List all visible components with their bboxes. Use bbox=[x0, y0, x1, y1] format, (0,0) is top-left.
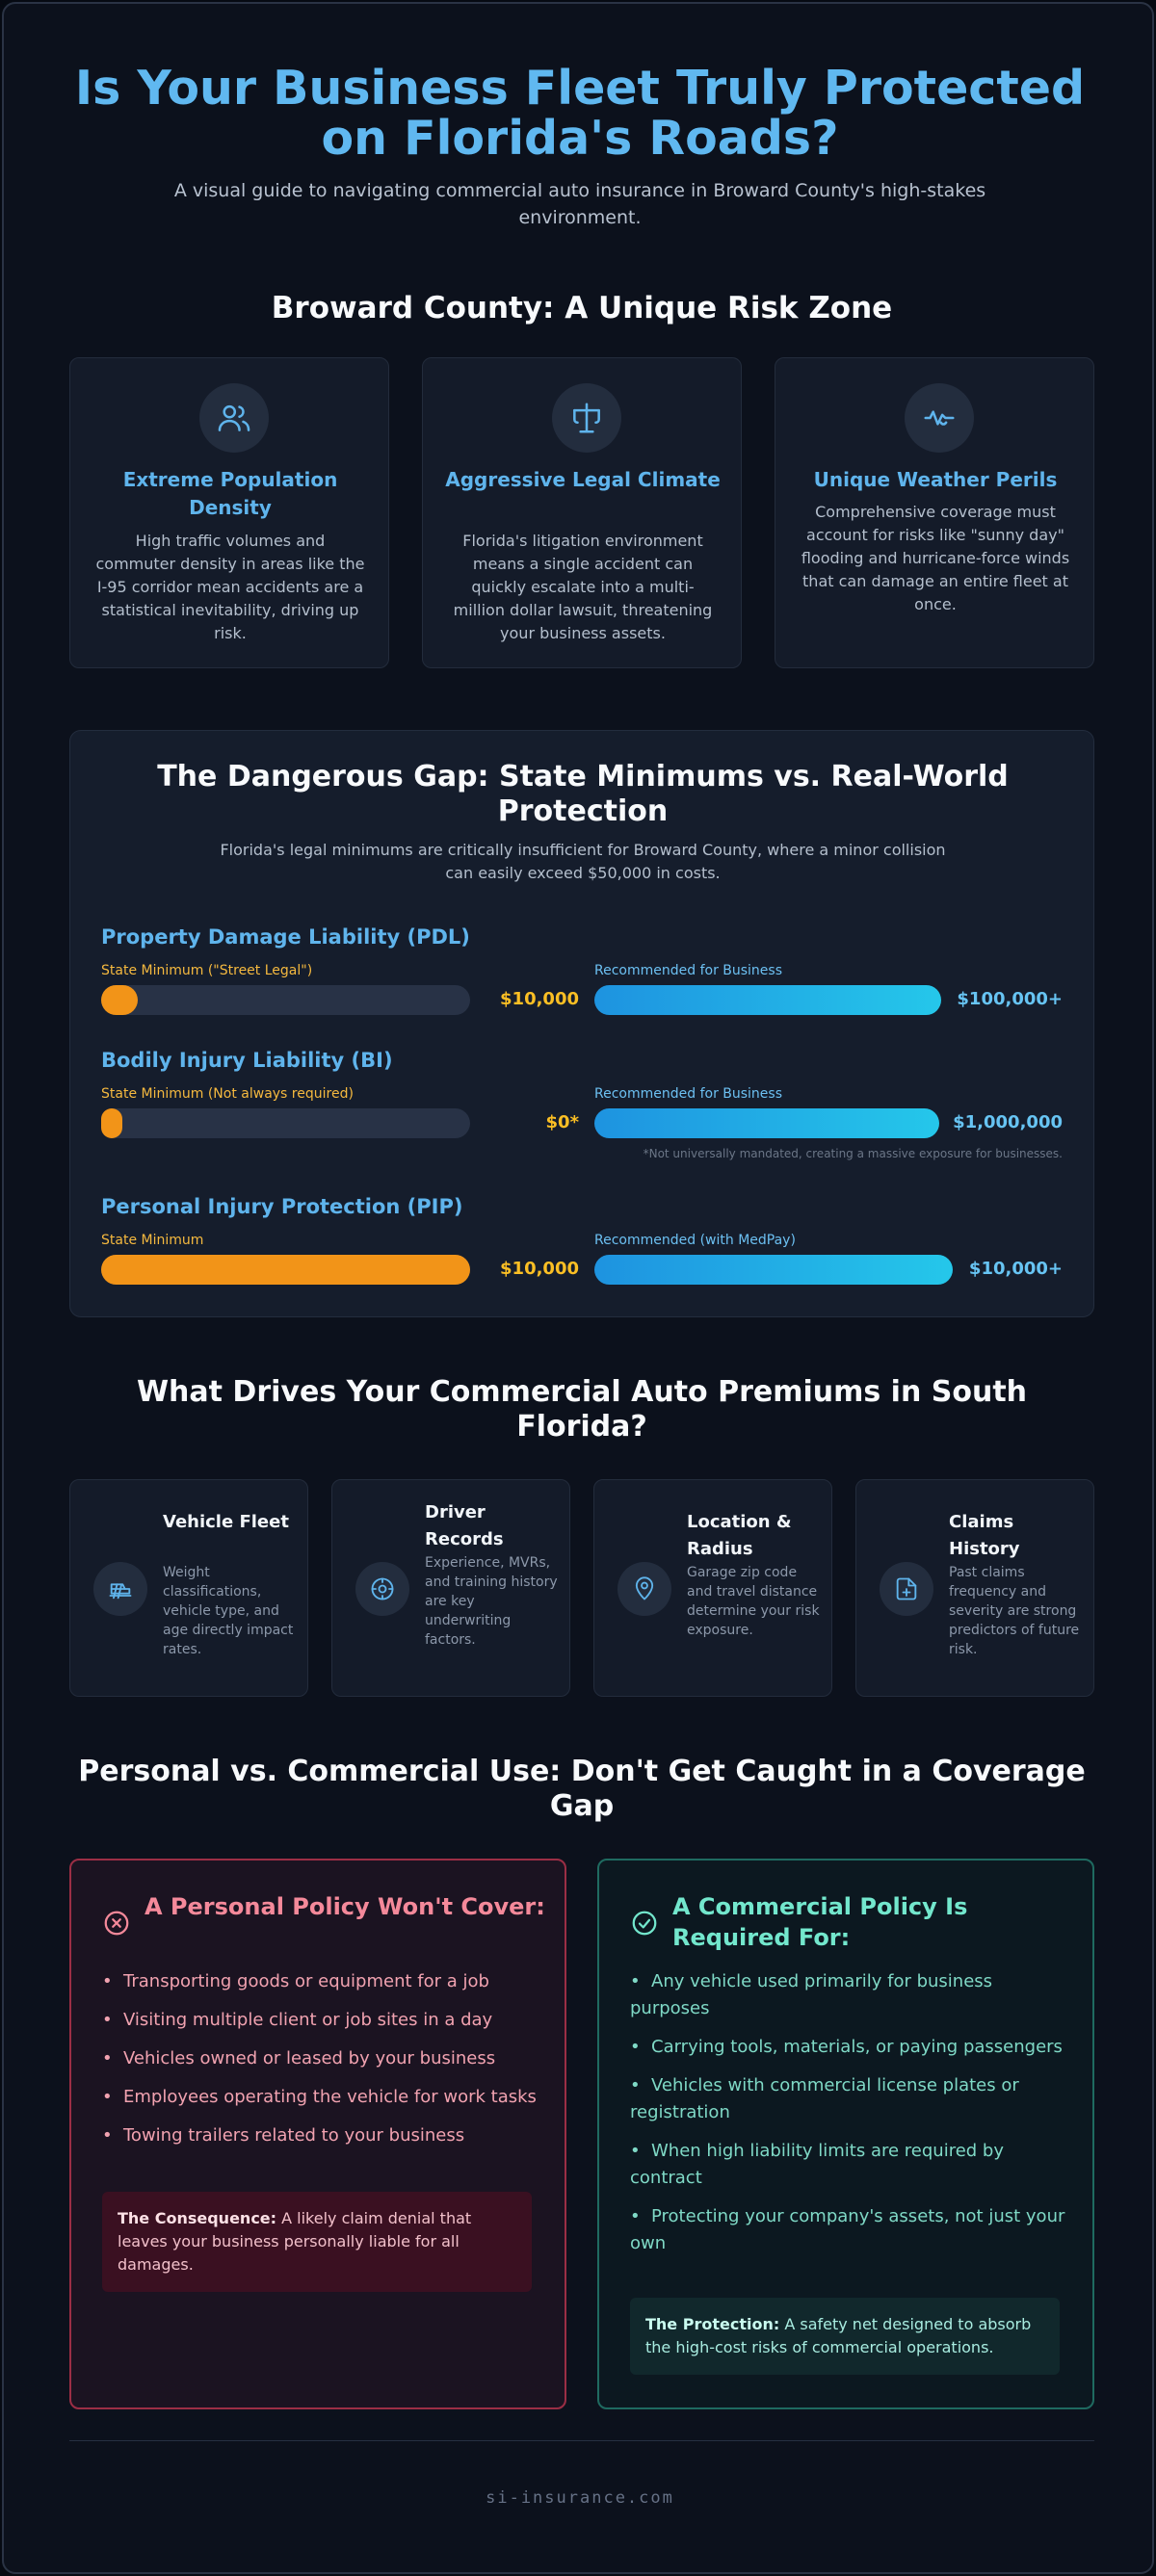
driver-card-title: Claims History bbox=[949, 1512, 1020, 1559]
list-item: • When high liability limits are required… bbox=[630, 2141, 1005, 2188]
gap-subtitle: Florida's legal minimums are critically … bbox=[220, 841, 946, 882]
drivers-heading: What Drives Your Commercial Auto Premium… bbox=[136, 1375, 1028, 1444]
protection-callout: The Protection: A safety net designed to… bbox=[630, 2298, 1060, 2375]
list-item: • Vehicles owned or leased by your busine… bbox=[102, 2048, 496, 2069]
gavel-icon bbox=[552, 383, 621, 453]
risk-card-legal: Aggressive Legal Climate Florida's litig… bbox=[422, 357, 742, 668]
driver-card-claims: Claims History Past claims frequency and… bbox=[855, 1479, 1094, 1697]
minimum-label: State Minimum ("Street Legal") bbox=[101, 963, 313, 978]
check-circle-icon bbox=[630, 1909, 659, 1938]
recommended-bar bbox=[594, 985, 941, 1015]
x-circle-icon bbox=[102, 1909, 131, 1938]
driver-card-location: Location & Radius Garage zip code and tr… bbox=[593, 1479, 832, 1697]
driver-card-text: Weight classifications, vehicle type, an… bbox=[163, 1565, 294, 1657]
recommended-value: $1,000,000 bbox=[953, 1112, 1063, 1132]
risk-zone-heading: Broward County: A Unique Risk Zone bbox=[271, 291, 893, 325]
risk-card-text: Comprehensive coverage must account for … bbox=[801, 503, 1070, 613]
driver-card-text: Past claims frequency and severity are s… bbox=[949, 1565, 1080, 1657]
page-title: Is Your Business Fleet Truly Protected o… bbox=[74, 61, 1086, 166]
driver-card-vehicle: Vehicle Fleet Weight classifications, ve… bbox=[69, 1479, 308, 1697]
page-subtitle: A visual guide to navigating commercial … bbox=[173, 180, 986, 228]
commercial-policy-title: A Commercial Policy Is Required For: bbox=[672, 1893, 968, 1951]
risk-card-title: Aggressive Legal Climate bbox=[445, 468, 721, 491]
callout-label: The Protection: bbox=[645, 2315, 780, 2333]
minimum-bar-track bbox=[101, 1255, 470, 1285]
risk-card-text: Florida's litigation environment means a… bbox=[453, 532, 713, 642]
risk-card-population: Extreme Population Density High traffic … bbox=[69, 357, 389, 668]
recommended-label: Recommended for Business bbox=[594, 963, 783, 978]
callout-text: A safety net designed to absorb the high… bbox=[645, 2315, 1032, 2356]
footer-url[interactable]: si-insurance.com bbox=[486, 2488, 674, 2508]
minimum-value: $10,000 bbox=[500, 989, 579, 1009]
commercial-policy-list: • Any vehicle used primarily for business… bbox=[630, 1968, 1073, 2269]
list-item: • Any vehicle used primarily for business… bbox=[630, 1971, 993, 2018]
minimum-bar-track bbox=[101, 985, 470, 1015]
minimum-bar bbox=[101, 1255, 470, 1285]
list-item: • Carrying tools, materials, or paying pa… bbox=[630, 2037, 1063, 2057]
list-item: • Employees operating the vehicle for wor… bbox=[102, 2087, 537, 2107]
truck-icon bbox=[93, 1562, 147, 1616]
personal-policy-card: A Personal Policy Won't Cover: • Transpor… bbox=[69, 1859, 566, 2409]
minimum-value: $10,000 bbox=[500, 1259, 579, 1279]
recommended-bar bbox=[594, 1255, 953, 1285]
coverage-name: Bodily Injury Liability (BI) bbox=[101, 1049, 393, 1072]
file-plus-icon bbox=[880, 1562, 933, 1616]
minimum-bar bbox=[101, 985, 138, 1015]
comparison-heading: Personal vs. Commercial Use: Don't Get C… bbox=[78, 1755, 1086, 1823]
driver-card-text: Garage zip code and travel distance dete… bbox=[687, 1565, 820, 1638]
list-item: • Protecting your company's assets, not j… bbox=[630, 2206, 1065, 2253]
steering-wheel-icon bbox=[355, 1562, 409, 1616]
list-item: • Visiting multiple client or job sites i… bbox=[102, 2010, 493, 2030]
users-icon bbox=[199, 383, 269, 453]
driver-card-title: Vehicle Fleet bbox=[163, 1512, 289, 1532]
coverage-gap-panel: The Dangerous Gap: State Minimums vs. Re… bbox=[69, 730, 1094, 1317]
driver-card-text: Experience, MVRs, and training history a… bbox=[425, 1555, 558, 1648]
callout-label: The Consequence: bbox=[118, 2209, 277, 2227]
minimum-bar bbox=[101, 1108, 122, 1138]
driver-card-title: Driver Records bbox=[425, 1502, 504, 1549]
callout-text: A likely claim denial that leaves your b… bbox=[118, 2209, 472, 2274]
gap-heading: The Dangerous Gap: State Minimums vs. Re… bbox=[157, 760, 1009, 828]
coverage-name: Personal Injury Protection (PIP) bbox=[101, 1195, 463, 1218]
driver-card-title: Location & Radius bbox=[687, 1512, 792, 1559]
footnote: *Not universally mandated, creating a ma… bbox=[643, 1147, 1063, 1160]
risk-card-weather: Unique Weather Perils Comprehensive cove… bbox=[775, 357, 1094, 668]
list-item: • Vehicles with commercial license plates… bbox=[630, 2075, 1019, 2122]
list-item: • Transporting goods or equipment for a j… bbox=[102, 1971, 489, 1991]
coverage-name: Property Damage Liability (PDL) bbox=[101, 925, 470, 949]
risk-card-text: High traffic volumes and commuter densit… bbox=[95, 532, 365, 642]
recommended-value: $10,000+ bbox=[968, 1259, 1063, 1279]
recommended-bar bbox=[594, 1108, 939, 1138]
personal-policy-list: • Transporting goods or equipment for a j… bbox=[102, 1968, 545, 2161]
recommended-value: $100,000+ bbox=[957, 989, 1063, 1009]
commercial-policy-card: A Commercial Policy Is Required For: • An… bbox=[597, 1859, 1094, 2409]
personal-policy-title: A Personal Policy Won't Cover: bbox=[144, 1893, 545, 1920]
map-pin-icon bbox=[617, 1562, 671, 1616]
minimum-bar-track bbox=[101, 1108, 470, 1138]
recommended-label: Recommended (with MedPay) bbox=[594, 1233, 796, 1248]
risk-card-title: Extreme Population Density bbox=[122, 468, 338, 519]
minimum-value: $0* bbox=[545, 1112, 579, 1132]
minimum-label: State Minimum (Not always required) bbox=[101, 1086, 354, 1102]
weather-icon bbox=[905, 383, 974, 453]
footer-divider bbox=[69, 2440, 1094, 2441]
consequence-callout: The Consequence: A likely claim denial t… bbox=[102, 2192, 532, 2292]
minimum-label: State Minimum bbox=[101, 1233, 204, 1248]
list-item: • Towing trailers related to your busines… bbox=[102, 2125, 465, 2146]
recommended-label: Recommended for Business bbox=[594, 1086, 783, 1102]
risk-card-title: Unique Weather Perils bbox=[813, 468, 1058, 491]
driver-card-records: Driver Records Experience, MVRs, and tra… bbox=[331, 1479, 570, 1697]
